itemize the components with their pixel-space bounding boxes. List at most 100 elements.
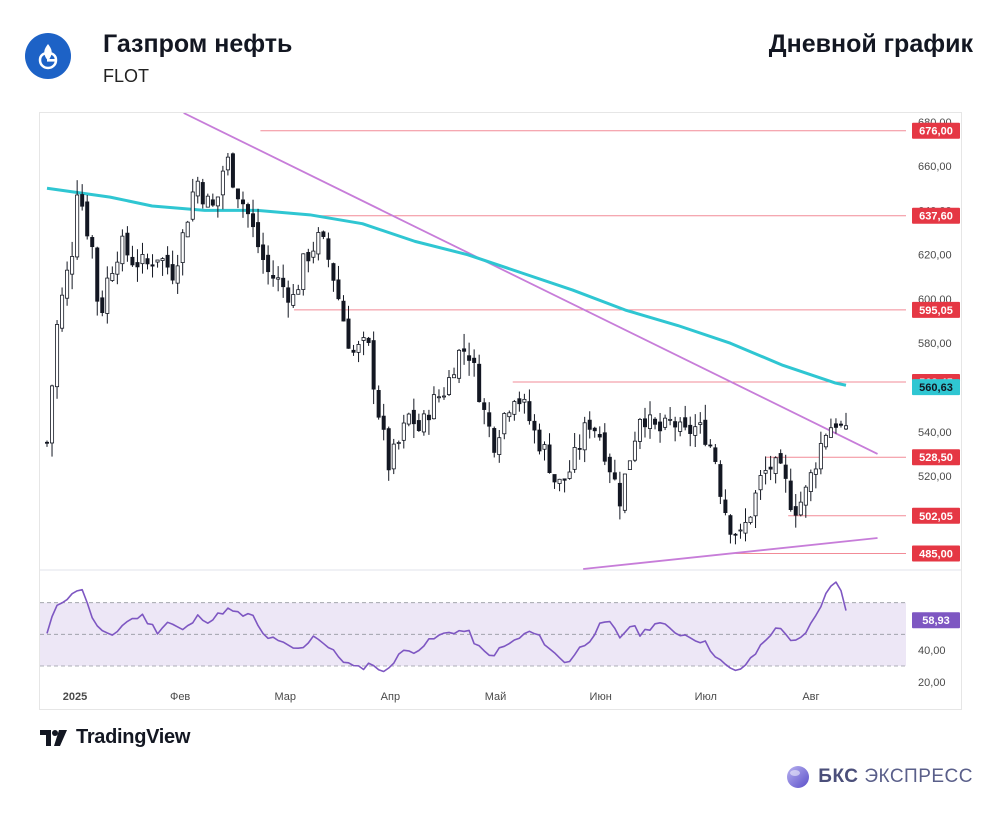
candle — [773, 456, 778, 484]
candle — [663, 414, 668, 431]
level-label-bg — [912, 449, 960, 466]
candle-body — [155, 259, 160, 263]
candle — [381, 403, 386, 441]
price-tick-label: 580,00 — [918, 338, 952, 350]
level-label: 502,05 — [912, 507, 960, 524]
candle-body — [175, 265, 180, 284]
candle-body — [256, 222, 261, 248]
candle-body — [773, 457, 778, 474]
candle — [351, 344, 356, 356]
candle-body — [60, 294, 65, 329]
candle-body — [306, 252, 311, 262]
candle-body — [642, 418, 647, 428]
candle — [557, 478, 562, 492]
time-tick-label: Июн — [590, 691, 612, 703]
candle-body — [391, 443, 396, 470]
candle-body — [497, 437, 502, 455]
candle — [788, 468, 793, 512]
candle-body — [823, 434, 828, 448]
candle — [522, 393, 527, 414]
candle-body — [90, 237, 95, 248]
candle-body — [798, 501, 803, 516]
candle — [336, 265, 341, 301]
candle — [688, 416, 693, 447]
candle — [477, 354, 482, 403]
candle — [693, 414, 698, 448]
rsi-last-label-bg — [912, 612, 960, 629]
bks-express-logo: БКС ЭКСПРЕСС — [786, 765, 973, 789]
level-label-bg — [912, 507, 960, 524]
level-label: 528,50 — [912, 449, 960, 466]
candle — [266, 245, 271, 285]
candle-body — [768, 466, 773, 470]
candle — [306, 248, 311, 273]
candle — [215, 196, 220, 218]
candle-body — [728, 515, 733, 535]
level-label-text: 595,05 — [919, 305, 953, 317]
candle — [105, 266, 110, 324]
ma-last-label-text: 560,63 — [919, 382, 953, 394]
candle — [703, 404, 708, 447]
candle — [220, 165, 225, 210]
candle — [532, 414, 537, 444]
candle — [823, 433, 828, 450]
candle — [673, 416, 678, 442]
level-label-text: 485,00 — [919, 549, 953, 561]
candle-body — [572, 447, 577, 470]
candle — [607, 453, 612, 484]
candle — [150, 254, 155, 278]
candle — [648, 401, 653, 439]
candle — [753, 490, 758, 529]
candle — [421, 410, 426, 436]
candle — [708, 439, 713, 448]
candle — [185, 220, 190, 238]
candle-body — [441, 395, 446, 398]
candle — [844, 412, 849, 431]
candle-body — [517, 398, 522, 405]
candle — [748, 516, 753, 525]
price-tick-label: 540,00 — [918, 427, 952, 439]
candle — [431, 386, 436, 420]
candle — [713, 444, 718, 465]
level-label: 595,05 — [912, 301, 960, 318]
candle — [261, 232, 266, 274]
rsi-tick-label: 20,00 — [918, 677, 946, 689]
candle — [316, 227, 321, 261]
candle-body — [803, 486, 808, 506]
candle — [668, 407, 673, 426]
candle — [60, 287, 65, 332]
candle — [195, 176, 200, 204]
candle-body — [200, 182, 205, 205]
candle — [80, 184, 85, 211]
candle — [396, 440, 401, 450]
bks-brand: БКС — [818, 766, 859, 787]
candle-body — [557, 478, 562, 484]
candle-body — [472, 357, 477, 363]
candle — [135, 249, 140, 282]
candle — [90, 235, 95, 259]
price-chart[interactable]: 680,00660,00640,00620,00600,00580,00540,… — [40, 113, 961, 709]
candle-body — [165, 254, 170, 268]
candle-body — [512, 401, 517, 415]
candle — [286, 280, 291, 318]
candle-body — [452, 374, 457, 379]
candle-body — [688, 424, 693, 434]
price-tick-label: 660,00 — [918, 161, 952, 173]
candle-body — [261, 244, 266, 260]
candle-body — [457, 349, 462, 379]
candle-body — [195, 180, 200, 197]
candle — [75, 180, 80, 260]
candle — [622, 473, 627, 514]
rsi-last-label-text: 58,93 — [922, 615, 950, 627]
candle-body — [663, 417, 668, 428]
candle — [602, 423, 607, 466]
candle — [326, 232, 331, 268]
candle — [441, 387, 446, 400]
candle — [798, 491, 803, 517]
candle-body — [617, 482, 622, 507]
price-tick-label: 620,00 — [918, 250, 952, 262]
candle — [627, 460, 632, 470]
candle — [230, 152, 235, 189]
rsi-line — [46, 581, 847, 673]
candle — [617, 471, 622, 520]
